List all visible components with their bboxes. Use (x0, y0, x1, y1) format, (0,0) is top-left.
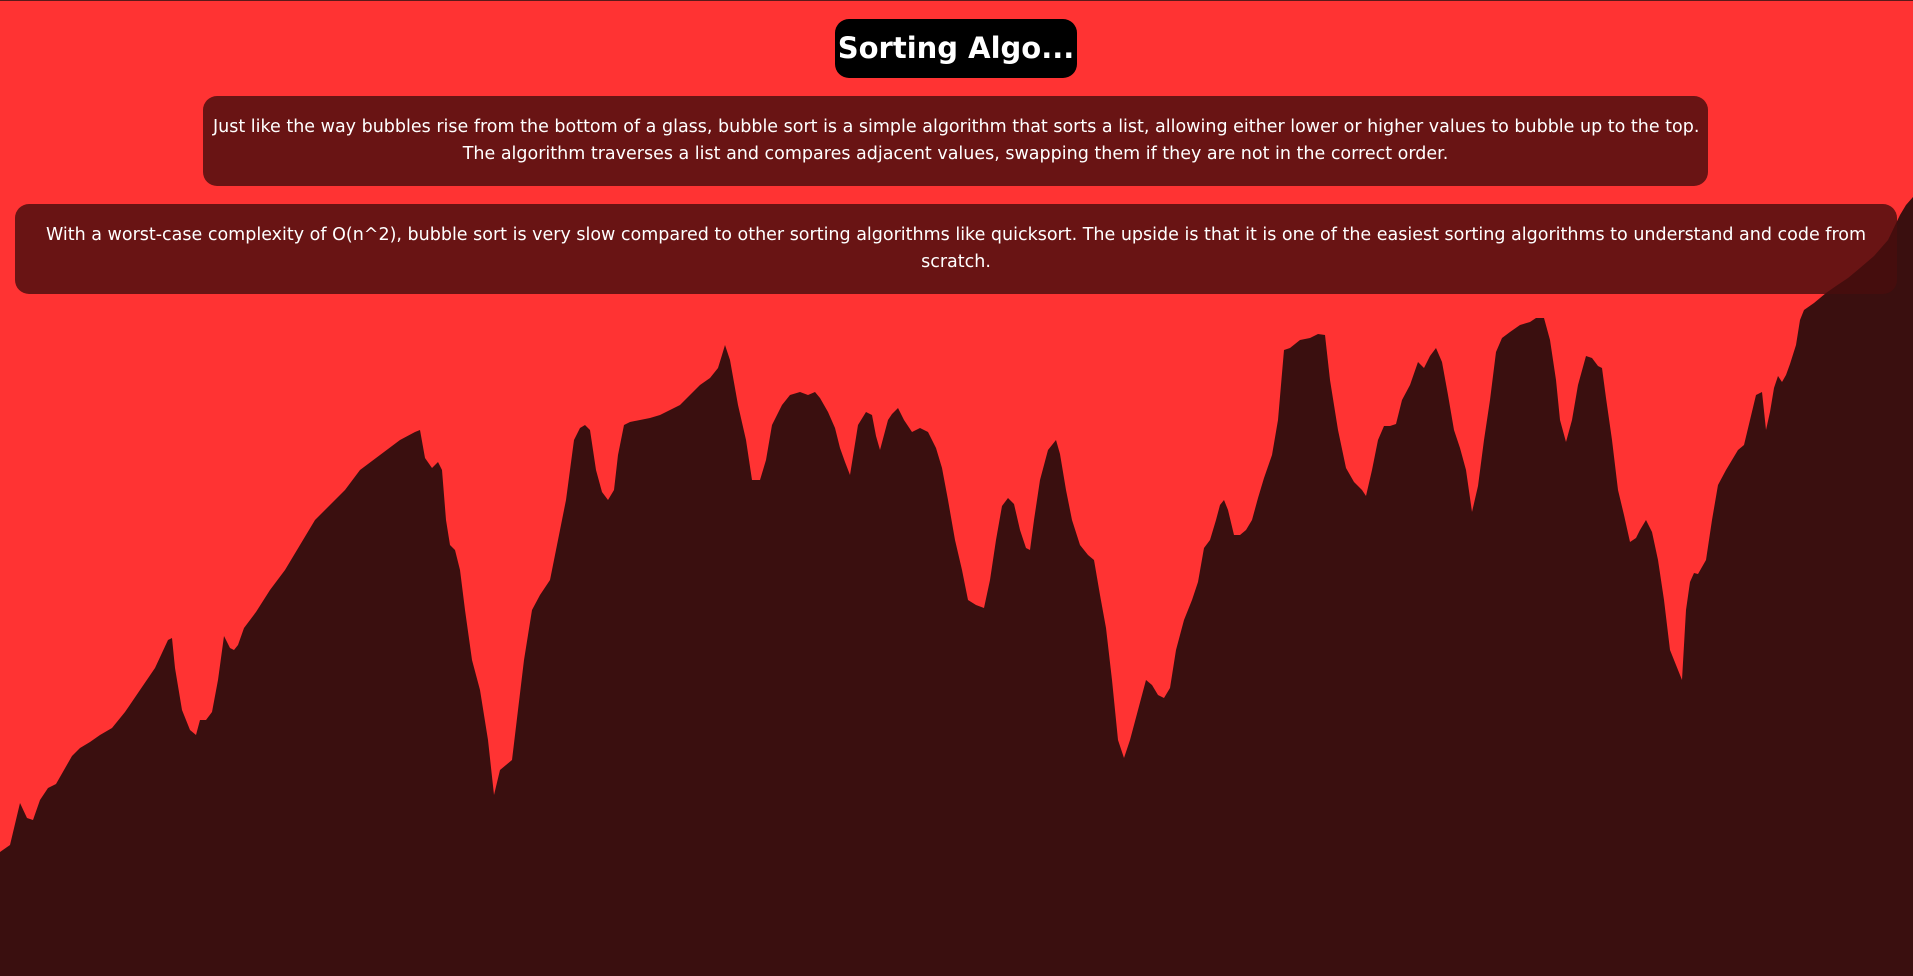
description-text-line-2: The algorithm traverses a list and compa… (462, 144, 1449, 164)
description-card-complexity: With a worst-case complexity of O(n^2), … (15, 204, 1897, 294)
description-text-line-1: Just like the way bubbles rise from the … (213, 117, 1700, 137)
complexity-text: With a worst-case complexity of O(n^2), … (45, 225, 1867, 272)
top-border (0, 0, 1913, 1)
page-title: Sorting Algo... (835, 19, 1077, 78)
description-card-intro: Just like the way bubbles rise from the … (203, 96, 1708, 186)
array-bars (0, 197, 1913, 976)
